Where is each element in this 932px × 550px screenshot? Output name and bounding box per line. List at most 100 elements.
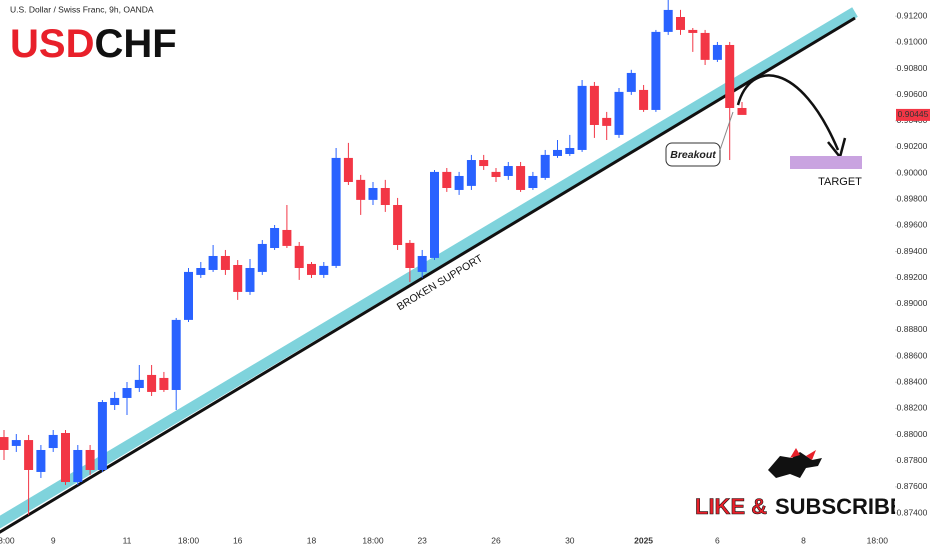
candle-body <box>651 31 661 110</box>
x-tick-label: 9 <box>51 535 56 545</box>
candle-body <box>85 449 95 470</box>
candle-body <box>565 147 575 155</box>
candle-body <box>134 379 144 389</box>
candle-body <box>208 255 218 270</box>
candle-body <box>122 388 132 398</box>
chart-title: U.S. Dollar / Swiss Franc, 9h, OANDA <box>10 4 154 14</box>
candle-body <box>97 402 107 470</box>
candle-body <box>36 449 46 472</box>
support-line <box>0 16 856 534</box>
candle-body <box>294 245 304 269</box>
last-price-label: 0.90445 <box>898 109 929 119</box>
candle-body <box>48 434 58 449</box>
y-tick-label: 0.87400 <box>897 507 928 517</box>
x-tick-label: 18:00 <box>0 535 15 545</box>
x-tick-label: 23 <box>417 535 427 545</box>
candle-body <box>196 268 206 275</box>
candle-body <box>147 374 157 392</box>
candle-body <box>24 440 34 470</box>
logo-part: CHF <box>94 22 176 66</box>
candle-body <box>639 89 649 110</box>
candle-body <box>479 160 489 167</box>
x-tick-label: 30 <box>565 535 575 545</box>
candle-body <box>528 175 538 188</box>
target-zone <box>790 156 862 169</box>
candle-body <box>577 85 587 150</box>
y-tick-label: 0.90600 <box>897 89 928 99</box>
candle-body <box>368 187 378 200</box>
y-tick-label: 0.91000 <box>897 37 928 47</box>
x-tick-label: 26 <box>491 535 501 545</box>
y-tick-label: 0.89000 <box>897 298 928 308</box>
candle-body <box>725 44 735 108</box>
candle-body <box>491 171 501 178</box>
candle-body <box>700 32 710 60</box>
projection-arrow <box>736 74 840 151</box>
callout-box <box>665 142 721 167</box>
candle-body <box>516 166 526 190</box>
candle-body <box>257 243 267 272</box>
y-tick-label: 0.89200 <box>897 272 928 282</box>
x-tick-label: 2025 <box>634 535 653 545</box>
candle-body <box>233 264 243 292</box>
candle-body <box>540 154 550 178</box>
y-tick-label: 0.91200 <box>897 10 928 20</box>
bull-horns <box>790 448 816 460</box>
y-tick-label: 0.88200 <box>897 403 928 413</box>
candle-body <box>343 157 353 182</box>
callout-label: Breakout <box>670 149 716 161</box>
x-tick-label: 18 <box>307 535 317 545</box>
candle-body <box>380 187 390 205</box>
candle-body <box>11 440 21 446</box>
bull-icon <box>768 452 822 478</box>
candle-body <box>245 268 255 292</box>
price-axis-bg <box>895 0 932 550</box>
logo: USDCHF <box>10 22 177 66</box>
candle-body <box>356 179 366 200</box>
candle-body <box>454 175 464 190</box>
y-tick-label: 0.88400 <box>897 377 928 387</box>
candle-body <box>712 44 722 60</box>
candle-body <box>589 85 599 125</box>
candle-body <box>184 271 193 320</box>
candle-body <box>270 228 280 249</box>
y-tick-label: 0.87600 <box>897 481 928 491</box>
candle-body <box>220 255 230 270</box>
candle-body <box>602 117 612 126</box>
candle-body <box>663 9 673 32</box>
y-tick-label: 0.90200 <box>897 141 928 151</box>
candle-body <box>503 166 513 176</box>
candle-body <box>171 319 181 390</box>
x-tick-label: 18:00 <box>867 535 889 545</box>
candle-body <box>466 160 476 186</box>
y-tick-label: 0.88000 <box>897 429 928 439</box>
candle-body <box>282 229 292 246</box>
candle-body <box>73 449 83 483</box>
x-tick-label: 18:00 <box>362 535 384 545</box>
candle-body <box>442 171 452 188</box>
target-label: TARGET <box>818 176 862 188</box>
candle-body <box>553 149 562 156</box>
x-tick-label: 6 <box>715 535 720 545</box>
candle-body <box>110 397 120 406</box>
y-tick-label: 0.88800 <box>897 324 928 334</box>
candle-body <box>0 437 9 450</box>
candle-body <box>614 91 624 135</box>
candle-body <box>319 265 329 275</box>
candle-body <box>737 107 747 115</box>
candle-body <box>626 72 636 92</box>
callout-pointer <box>719 111 734 151</box>
candle-body <box>688 29 698 33</box>
y-tick-label: 0.90000 <box>897 167 928 177</box>
y-tick-label: 0.89400 <box>897 246 928 256</box>
candle-body <box>307 263 316 275</box>
candle-body <box>430 171 439 258</box>
candle-body <box>61 432 70 483</box>
candle-body <box>676 16 685 30</box>
y-tick-label: 0.88600 <box>897 350 928 360</box>
x-tick-label: 8 <box>801 535 806 545</box>
logo-part: USD <box>10 22 94 66</box>
x-tick-label: 18:00 <box>178 535 200 545</box>
